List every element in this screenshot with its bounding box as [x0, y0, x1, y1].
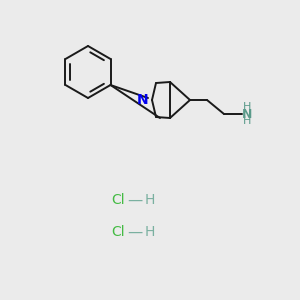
Text: H: H	[145, 225, 155, 239]
Text: Cl: Cl	[111, 193, 125, 207]
Text: —: —	[128, 193, 142, 208]
Text: Cl: Cl	[111, 225, 125, 239]
Text: H: H	[145, 193, 155, 207]
Text: N: N	[242, 107, 252, 121]
Text: H: H	[243, 116, 251, 126]
Text: —: —	[128, 224, 142, 239]
Text: N: N	[137, 93, 149, 107]
Text: H: H	[243, 102, 251, 112]
